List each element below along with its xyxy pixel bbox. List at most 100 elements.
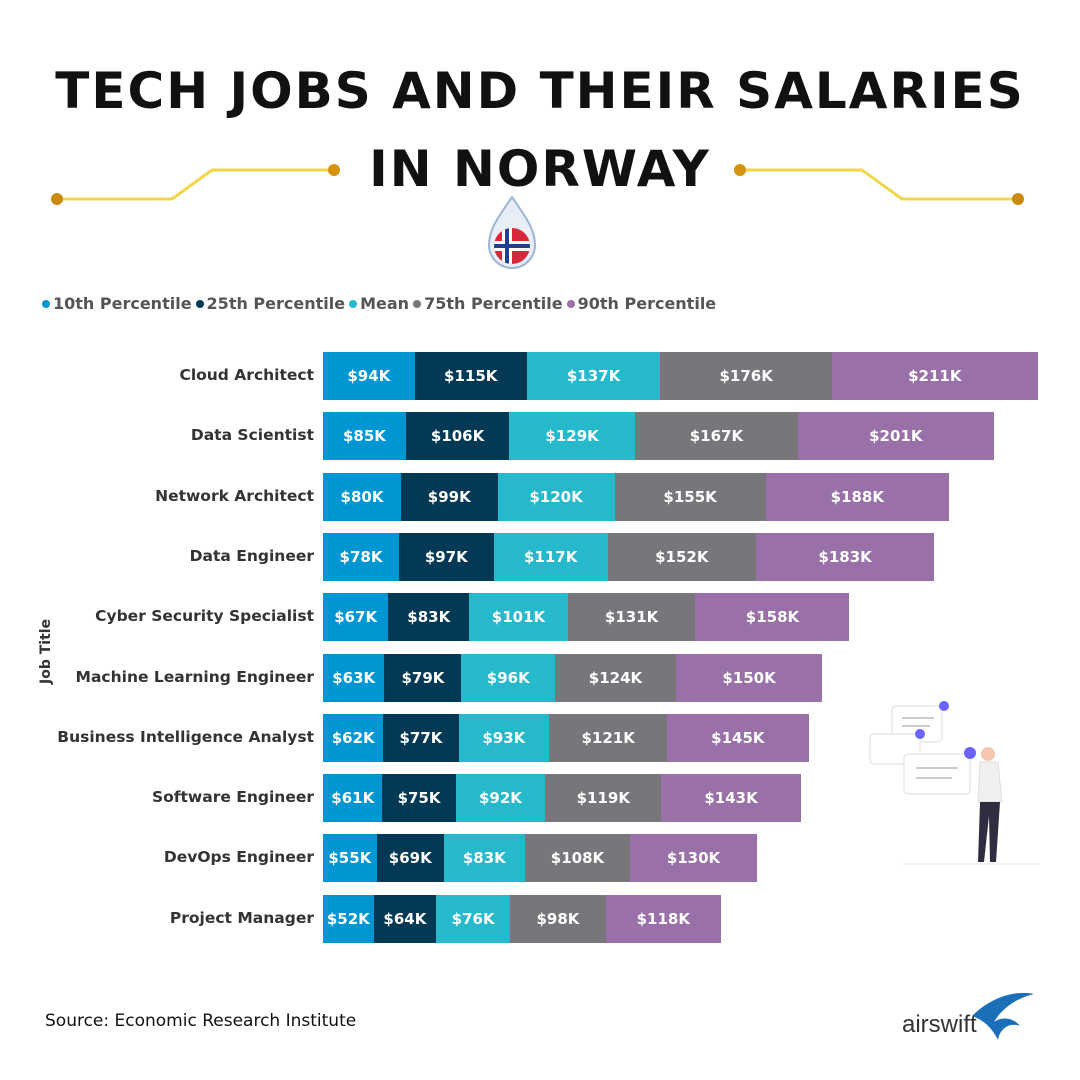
bar-segment: $85K (323, 412, 406, 461)
bar-segment: $76K (436, 894, 511, 943)
bar-segment: $55K (323, 834, 377, 883)
bar-segment: $120K (497, 472, 615, 521)
bar-segment: $118K (605, 894, 721, 943)
bar-segment: $79K (384, 653, 462, 702)
bar-segment: $176K (660, 352, 832, 400)
airswift-logo: airswift (902, 988, 1042, 1052)
bar-segment: $62K (323, 713, 384, 762)
bar-segment: $97K (399, 532, 494, 581)
bar-segment: $80K (323, 472, 401, 521)
right-circuit-line (734, 164, 1024, 205)
bar-segment: $145K (667, 713, 809, 762)
data-label: $158K (745, 608, 800, 627)
bar-segment: $108K (524, 834, 631, 883)
bar-segment: $124K (555, 653, 676, 702)
bar-segment: $106K (405, 412, 510, 461)
category-label: Cyber Security Specialist (95, 607, 314, 626)
data-label: $152K (655, 547, 709, 566)
bar-segment: $92K (455, 774, 546, 823)
category-label: Data Scientist (190, 426, 314, 445)
data-label: $176K (719, 367, 773, 385)
data-label: $150K (722, 668, 776, 687)
bar-segment: $183K (755, 532, 935, 581)
title-line-1: TECH JOBS AND THEIR SALARIES (55, 62, 1025, 120)
bar-segment: $93K (458, 713, 550, 762)
data-label: $115K (444, 367, 498, 385)
data-label: $108K (550, 849, 605, 868)
bar-segment: $155K (614, 472, 766, 521)
data-label: $83K (462, 849, 506, 868)
data-label: $76K (451, 909, 495, 928)
bar-segment: $75K (382, 774, 456, 823)
data-label: $92K (478, 789, 522, 808)
category-label: Cloud Architect (179, 366, 314, 384)
bar-segment: $69K (376, 834, 444, 883)
source-note: Source: Economic Research Institute (45, 1011, 357, 1031)
bar-segment: $117K (493, 532, 608, 581)
data-label: $62K (331, 728, 375, 747)
legend-item: 75th Percentile (413, 294, 563, 313)
bar-segment: $143K (661, 774, 801, 823)
data-label: $96K (486, 668, 530, 687)
airswift-bird-icon: airswift (902, 992, 1034, 1040)
data-label: $145K (711, 728, 765, 747)
data-label: $69K (388, 849, 432, 868)
data-label: $93K (482, 728, 526, 747)
category-label: DevOps Engineer (163, 848, 314, 867)
data-label: $106K (430, 427, 485, 446)
bar-segment: $94K (323, 352, 415, 400)
bar-segment: $158K (695, 593, 850, 642)
data-label: $55K (328, 849, 372, 868)
data-label: $155K (663, 487, 717, 506)
data-label: $167K (689, 427, 744, 446)
bar-segment: $211K (831, 352, 1038, 400)
data-label: $78K (339, 547, 383, 566)
bar-segment: $130K (630, 834, 757, 883)
svg-text:airswift: airswift (902, 1011, 977, 1038)
data-label: $79K (401, 668, 445, 687)
data-label: $94K (347, 367, 391, 385)
bar-segment: $188K (765, 472, 949, 521)
data-label: $117K (523, 547, 578, 566)
bar-segment: $78K (323, 532, 400, 581)
data-label: $67K (334, 608, 378, 627)
bar-segment: $101K (469, 593, 568, 642)
data-label: $188K (830, 487, 884, 506)
bar-segment: $201K (797, 412, 994, 461)
bar-segment: $119K (545, 774, 662, 823)
bar-segment: $52K (323, 894, 374, 943)
bar-segment: $152K (607, 532, 756, 581)
data-label: $97K (424, 547, 468, 566)
bar-segment: $99K (401, 472, 498, 521)
legend-label: 25th Percentile (206, 294, 346, 313)
bar-segment: $150K (675, 653, 823, 702)
person-with-checklists-illustration (869, 701, 1040, 865)
legend-item: 90th Percentile (566, 294, 717, 313)
bar-segment: $64K (373, 894, 437, 943)
legend-swatch (413, 299, 422, 308)
bar-segment: $63K (323, 653, 385, 702)
left-circuit-line (51, 164, 340, 205)
legend-item: 25th Percentile (195, 294, 346, 313)
data-label: $119K (576, 789, 630, 808)
bar-segment: $131K (567, 593, 696, 642)
data-label: $131K (604, 608, 659, 627)
data-label: $120K (529, 487, 583, 506)
legend-label: 90th Percentile (577, 294, 717, 313)
data-label: $183K (818, 547, 872, 566)
bar-segment: $61K (323, 774, 383, 823)
bar-segment: $96K (461, 653, 556, 702)
data-label: $129K (545, 427, 599, 446)
data-label: $130K (666, 849, 721, 868)
data-label: $118K (636, 909, 690, 928)
data-label: $98K (536, 909, 580, 928)
legend-item: 10th Percentile (42, 294, 192, 313)
bar-segment: $137K (526, 352, 661, 400)
legend-swatch (566, 299, 575, 308)
data-label: $124K (588, 668, 643, 687)
data-label: $83K (407, 608, 451, 627)
data-label: $80K (340, 487, 384, 506)
data-label: $52K (326, 909, 370, 928)
category-label: Machine Learning Engineer (75, 667, 314, 686)
data-label: $137K (566, 367, 621, 385)
